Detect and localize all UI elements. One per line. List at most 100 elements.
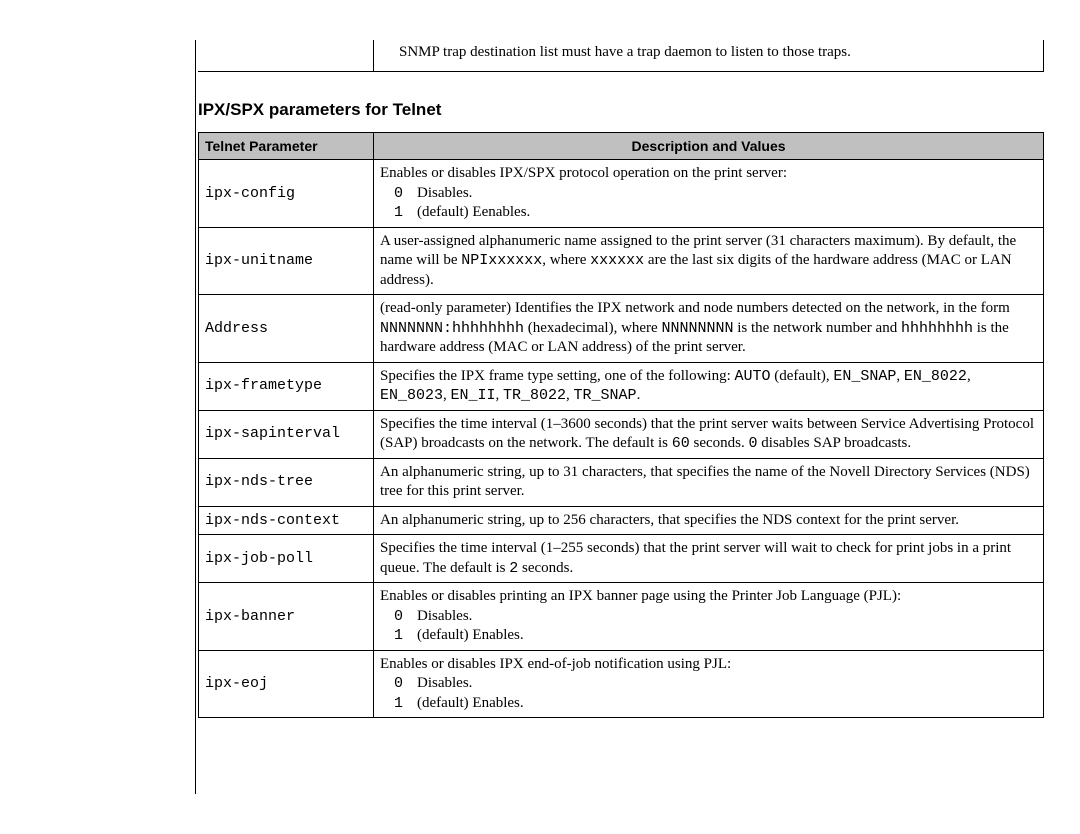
table-row: ipx-nds-treeAn alphanumeric string, up t…	[199, 458, 1044, 506]
parameter-name: ipx-sapinterval	[205, 425, 340, 442]
code-span: EN_SNAP	[833, 368, 896, 385]
table-header-row: Telnet Parameter Description and Values	[199, 133, 1044, 160]
document-page: SNMP trap destination list must have a t…	[0, 0, 1080, 834]
parameter-name: ipx-unitname	[205, 252, 313, 269]
option-value: Disables.	[417, 674, 524, 694]
header-parameter: Telnet Parameter	[199, 133, 374, 160]
option-list: 0Disables.1(default) Enables.	[380, 607, 524, 646]
option-list: 0Disables.1(default) Eenables.	[380, 184, 530, 223]
code-span: NNNNNNN:hhhhhhhh	[380, 320, 524, 337]
code-span: EN_II	[451, 387, 496, 404]
text-span: ,	[496, 387, 504, 403]
text-span: .	[637, 387, 641, 403]
table-row: ipx-eoj Enables or disables IPX end-of-jo…	[199, 650, 1044, 718]
table-row: ipx-frametype Specifies the IPX frame typ…	[199, 362, 1044, 410]
description-cell: A user-assigned alphanumeric name assign…	[374, 227, 1044, 295]
option-row: 0Disables.	[380, 674, 524, 694]
parameter-name: ipx-frametype	[205, 377, 322, 394]
option-row: 0Disables.	[380, 184, 530, 204]
code-span: EN_8022	[904, 368, 967, 385]
content-area: SNMP trap destination list must have a t…	[198, 40, 1044, 718]
option-row: 1(default) Enables.	[380, 694, 524, 714]
option-key: 0	[380, 184, 417, 204]
header-description: Description and Values	[374, 133, 1044, 160]
parameter-name: ipx-banner	[205, 608, 295, 625]
option-row: 1(default) Eenables.	[380, 203, 530, 223]
description-cell: Enables or disables IPX end-of-job notif…	[374, 650, 1044, 718]
code-span: 2	[509, 560, 518, 577]
parameter-cell: ipx-nds-tree	[199, 458, 374, 506]
text-span: An alphanumeric string, up to 31 charact…	[380, 464, 1030, 500]
description-intro: Enables or disables IPX end-of-job notif…	[380, 655, 1037, 675]
lead-text-cell: SNMP trap destination list must have a t…	[374, 40, 1044, 72]
table-row: Address (read-only parameter) Identifies …	[199, 295, 1044, 363]
description-cell: An alphanumeric string, up to 256 charac…	[374, 506, 1044, 535]
table-row: ipx-sapintervalSpecifies the time interv…	[199, 410, 1044, 458]
text-span: ,	[896, 368, 904, 384]
text-span: seconds.	[518, 560, 573, 576]
code-span: NPIxxxxxx	[461, 252, 542, 269]
option-row: 0Disables.	[380, 607, 524, 627]
description-cell: Enables or disables IPX/SPX protocol ope…	[374, 160, 1044, 228]
option-key: 1	[380, 694, 417, 714]
text-span: , where	[542, 252, 590, 268]
code-span: NNNNNNNN	[661, 320, 733, 337]
text-span: (default),	[771, 368, 834, 384]
parameter-name: ipx-nds-context	[205, 512, 340, 529]
option-key: 1	[380, 203, 417, 223]
description-cell: Specifies the IPX frame type setting, on…	[374, 362, 1044, 410]
option-value: (default) Enables.	[417, 626, 524, 646]
parameters-table: Telnet Parameter Description and Values …	[198, 132, 1044, 718]
parameter-cell: ipx-unitname	[199, 227, 374, 295]
code-span: 0	[749, 435, 758, 452]
table-row: ipx-nds-context An alphanumeric string, u…	[199, 506, 1044, 535]
parameter-cell: ipx-eoj	[199, 650, 374, 718]
code-span: AUTO	[735, 368, 771, 385]
lead-text: SNMP trap destination list must have a t…	[399, 44, 851, 60]
option-value: (default) Enables.	[417, 694, 524, 714]
section-heading: IPX/SPX parameters for Telnet	[198, 100, 1044, 120]
option-key: 0	[380, 674, 417, 694]
text-span: (hexadecimal), where	[524, 320, 661, 336]
option-list: 0Disables.1(default) Enables.	[380, 674, 524, 713]
parameter-cell: ipx-config	[199, 160, 374, 228]
text-span: Specifies the IPX frame type setting, on…	[380, 368, 735, 384]
text-span: seconds.	[690, 435, 749, 451]
option-key: 0	[380, 607, 417, 627]
left-margin-rule	[195, 40, 196, 794]
parameter-cell: ipx-banner	[199, 583, 374, 651]
table-row: ipx-banner Enables or disables printing a…	[199, 583, 1044, 651]
table-row: ipx-config Enables or disables IPX/SPX pr…	[199, 160, 1044, 228]
text-span: ,	[566, 387, 574, 403]
parameter-name: ipx-config	[205, 185, 295, 202]
text-span: ,	[967, 368, 971, 384]
text-span: is the network number and	[733, 320, 900, 336]
parameter-cell: ipx-frametype	[199, 362, 374, 410]
code-span: xxxxxx	[590, 252, 644, 269]
lead-spacer-cell	[198, 40, 374, 72]
option-value: Disables.	[417, 607, 524, 627]
table-row: ipx-unitname A user-assigned alphanumeric…	[199, 227, 1044, 295]
description-intro: Enables or disables IPX/SPX protocol ope…	[380, 164, 1037, 184]
parameter-cell: ipx-nds-context	[199, 506, 374, 535]
option-value: (default) Eenables.	[417, 203, 530, 223]
text-span: (read-only parameter) Identifies the IPX…	[380, 300, 1010, 316]
parameter-name: Address	[205, 320, 268, 337]
code-span: TR_SNAP	[574, 387, 637, 404]
code-span: hhhhhhhh	[901, 320, 973, 337]
parameter-cell: ipx-sapinterval	[199, 410, 374, 458]
description-cell: Specifies the time interval (1–255 secon…	[374, 535, 1044, 583]
parameter-name: ipx-job-poll	[205, 550, 313, 567]
table-row: ipx-job-poll Specifies the time interval …	[199, 535, 1044, 583]
text-span: disables SAP broadcasts.	[758, 435, 912, 451]
description-cell: Enables or disables printing an IPX bann…	[374, 583, 1044, 651]
description-cell: (read-only parameter) Identifies the IPX…	[374, 295, 1044, 363]
code-span: EN_8023	[380, 387, 443, 404]
parameter-name: ipx-eoj	[205, 675, 268, 692]
text-span: An alphanumeric string, up to 256 charac…	[380, 512, 959, 528]
option-value: Disables.	[417, 184, 530, 204]
description-cell: Specifies the time interval (1–3600 seco…	[374, 410, 1044, 458]
text-span: ,	[443, 387, 451, 403]
parameter-cell: ipx-job-poll	[199, 535, 374, 583]
code-span: 60	[672, 435, 690, 452]
